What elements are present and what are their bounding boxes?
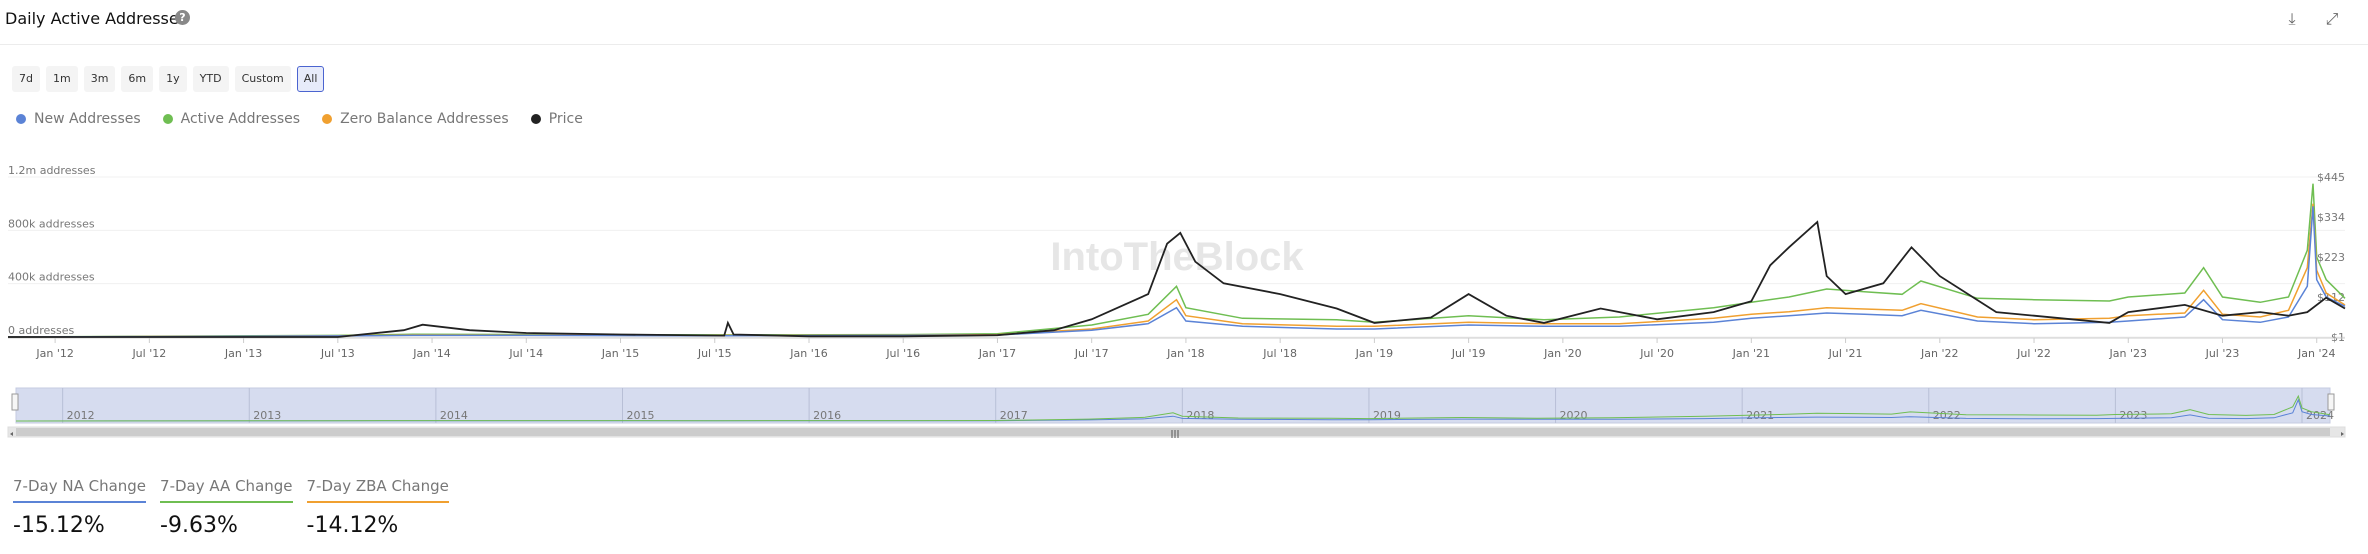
x-tick-label: Jul '23 <box>2205 347 2240 360</box>
navigator-handle-left <box>11 393 19 411</box>
legend-dot <box>162 114 173 124</box>
x-tick-label: Jul '22 <box>2016 347 2051 360</box>
scrollbar-thumb <box>16 428 2330 436</box>
legend-label: Price <box>548 111 583 127</box>
x-tick-label: Jul '21 <box>1828 347 1863 360</box>
x-tick-label: Jul '19 <box>1451 347 1486 360</box>
navigator-year-label: 2013 <box>253 409 281 422</box>
x-tick-label: Jul '13 <box>320 347 355 360</box>
navigator-series-line <box>15 394 2331 422</box>
x-tick-label: Jan '23 <box>2109 347 2147 360</box>
stat-value: -15.12% <box>13 513 105 538</box>
stats-panel: 7-Day NA Change -15.12% 7-Day AA Change … <box>13 477 449 538</box>
legend-item-new-addresses[interactable]: New Addresses <box>16 111 141 127</box>
x-tick-label: Jul '12 <box>131 347 166 360</box>
y-left-tick-label: 400k addresses <box>8 271 95 284</box>
y-right-tick-label: $445 <box>2317 171 2345 184</box>
time-range-selector: 7d 1m 3m 6m 1y YTD Custom All <box>12 66 325 92</box>
watermark: IntoTheBlock <box>1050 235 1304 279</box>
download-icon[interactable]: ⤓ <box>2288 9 2296 28</box>
scrollbar-grip <box>1171 430 1179 438</box>
stat-label: 7-Day ZBA Change <box>306 477 449 503</box>
navigator-handle-right <box>2327 393 2335 411</box>
navigator-year-label: 2014 <box>440 409 468 422</box>
navigator-range <box>15 387 2331 424</box>
expand-icon[interactable]: ⤢ <box>2325 9 2339 28</box>
range-button-6m[interactable]: 6m <box>121 66 154 92</box>
x-tick-label: Jan '15 <box>601 347 639 360</box>
navigator-year-label: 2015 <box>626 409 654 422</box>
legend-dot <box>530 114 541 124</box>
stat-label: 7-Day NA Change <box>13 477 147 503</box>
range-button-ytd[interactable]: YTD <box>192 66 229 92</box>
x-tick-label: Jan '22 <box>1920 347 1958 360</box>
range-button-all[interactable]: All <box>296 66 325 92</box>
y-left-tick-label: 800k addresses <box>8 217 95 230</box>
stat-value: -14.12% <box>306 513 399 538</box>
chart-header: Daily Active Addresses ? ⤓ ⤢ <box>0 0 2368 45</box>
x-tick-label: Jul '15 <box>697 347 732 360</box>
chart-area[interactable]: IntoTheBlock 0 addresses 400k addresses 800… <box>0 160 2368 450</box>
navigator-year-label: 2021 <box>1746 409 1774 422</box>
x-tick-label: Jan '14 <box>412 347 450 360</box>
stat-value: -9.63% <box>160 513 238 538</box>
x-tick-label: Jan '19 <box>1355 347 1393 360</box>
legend-label: New Addresses <box>34 111 141 127</box>
x-tick-label: Jul '14 <box>508 347 543 360</box>
x-tick-label: Jan '16 <box>789 347 827 360</box>
x-tick-label: Jul '16 <box>885 347 920 360</box>
x-tick-label: Jul '17 <box>1074 347 1109 360</box>
stat-aa-change: 7-Day AA Change -9.63% <box>160 477 293 538</box>
navigator-year-label: 2023 <box>2119 409 2147 422</box>
navigator-year-label: 2012 <box>67 409 95 422</box>
legend-label: Zero Balance Addresses <box>340 111 509 127</box>
y-right-tick-label: $223 <box>2317 251 2345 264</box>
x-tick-label: Jan '21 <box>1732 347 1770 360</box>
x-tick-label: Jan '20 <box>1543 347 1581 360</box>
x-tick-label: Jan '18 <box>1166 347 1204 360</box>
x-tick-label: Jan '17 <box>978 347 1016 360</box>
x-tick-label: Jan '12 <box>35 347 73 360</box>
range-button-1y[interactable]: 1y <box>159 66 187 92</box>
navigator-year-label: 2022 <box>1933 409 1961 422</box>
navigator-year-label: 2017 <box>1000 409 1028 422</box>
chart-legend: New Addresses Active Addresses Zero Bala… <box>16 111 583 127</box>
stat-zba-change: 7-Day ZBA Change -14.12% <box>306 477 449 538</box>
navigator-year-label: 2018 <box>1186 409 1214 422</box>
scroll-right-arrow <box>2341 432 2344 436</box>
legend-item-price[interactable]: Price <box>530 111 583 127</box>
stat-label: 7-Day AA Change <box>160 477 293 503</box>
legend-item-zero-balance-addresses[interactable]: Zero Balance Addresses <box>322 111 509 127</box>
y-left-tick-label: 0 addresses <box>8 324 74 337</box>
x-tick-label: Jan '13 <box>224 347 262 360</box>
series-line-price <box>8 220 2346 338</box>
range-button-7d[interactable]: 7d <box>12 66 40 92</box>
legend-item-active-addresses[interactable]: Active Addresses <box>162 111 301 127</box>
range-button-custom[interactable]: Custom <box>234 66 291 92</box>
y-right-tick-label: $334 <box>2317 211 2345 224</box>
help-icon[interactable]: ? <box>175 10 190 25</box>
legend-dot <box>322 114 333 124</box>
y-left-tick-label: 1.2m addresses <box>8 164 96 177</box>
legend-label: Active Addresses <box>180 111 301 127</box>
navigator-year-label: 2020 <box>1560 409 1588 422</box>
x-tick-label: Jul '18 <box>1262 347 1297 360</box>
page-title: Daily Active Addresses <box>5 9 188 28</box>
legend-dot <box>16 114 26 124</box>
scroll-left-arrow <box>10 432 13 436</box>
range-button-1m[interactable]: 1m <box>45 66 78 92</box>
x-tick-label: Jul '20 <box>1639 347 1674 360</box>
navigator-year-label: 2016 <box>813 409 841 422</box>
x-tick-label: Jan '24 <box>2297 347 2335 360</box>
range-button-3m[interactable]: 3m <box>83 66 116 92</box>
stat-na-change: 7-Day NA Change -15.12% <box>13 477 147 538</box>
